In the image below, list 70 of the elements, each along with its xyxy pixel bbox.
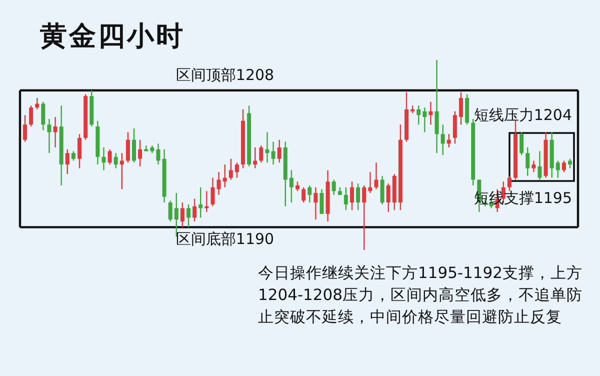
candlestick bbox=[386, 182, 390, 213]
candlestick bbox=[356, 182, 360, 211]
candlestick bbox=[114, 152, 118, 169]
candlestick bbox=[568, 158, 572, 169]
candlestick bbox=[228, 158, 233, 180]
candlestick bbox=[186, 204, 190, 228]
candlestick bbox=[53, 116, 58, 148]
candlestick bbox=[562, 160, 566, 173]
candlestick bbox=[380, 175, 384, 205]
candlestick bbox=[102, 146, 106, 171]
candlestick bbox=[350, 181, 354, 211]
candlestick bbox=[198, 186, 203, 218]
candlestick bbox=[35, 97, 40, 110]
candlestick bbox=[174, 192, 178, 238]
candlestick bbox=[271, 141, 276, 166]
candlestick bbox=[296, 181, 300, 192]
candlestick bbox=[314, 186, 318, 220]
candlestick bbox=[520, 132, 524, 156]
candlestick bbox=[65, 148, 70, 175]
candlestick bbox=[168, 200, 172, 222]
candlestick bbox=[204, 190, 209, 213]
candlestick bbox=[422, 106, 427, 133]
candlestick bbox=[78, 134, 82, 169]
candlestick bbox=[416, 105, 421, 126]
chart-title: 黄金四小时 bbox=[40, 20, 185, 54]
candlestick bbox=[192, 198, 197, 222]
candlestick bbox=[332, 179, 336, 196]
candlestick bbox=[277, 139, 282, 164]
candlestick bbox=[265, 132, 270, 164]
candlestick bbox=[344, 186, 348, 211]
candlestick bbox=[120, 152, 124, 190]
candlestick bbox=[132, 128, 136, 164]
candlestick bbox=[302, 186, 306, 204]
candlestick bbox=[180, 202, 184, 228]
candlestick bbox=[234, 162, 239, 178]
candlestick bbox=[222, 164, 227, 188]
candlestick bbox=[156, 143, 160, 166]
candlestick bbox=[289, 170, 294, 204]
candlestick bbox=[41, 101, 46, 131]
ref-line-label: 区间顶部1208 bbox=[176, 66, 274, 86]
candlestick bbox=[259, 144, 264, 164]
candlestick bbox=[23, 114, 27, 142]
candlestick bbox=[446, 134, 451, 148]
candlestick bbox=[368, 172, 372, 194]
candlestick bbox=[71, 150, 76, 162]
candlestick bbox=[210, 177, 215, 207]
candlestick bbox=[374, 162, 378, 190]
candlestick bbox=[526, 146, 530, 176]
candlestick bbox=[47, 118, 52, 154]
candlestick bbox=[440, 124, 445, 156]
candlestick bbox=[108, 148, 112, 166]
candlestick bbox=[459, 92, 463, 126]
candlestick bbox=[532, 160, 536, 173]
candlestick bbox=[308, 184, 312, 204]
candlestick bbox=[362, 184, 366, 251]
candlestick bbox=[452, 110, 457, 144]
candlestick bbox=[29, 105, 34, 128]
candlestick bbox=[538, 150, 542, 180]
ref-line-label: 区间底部1190 bbox=[176, 230, 274, 250]
candlestick bbox=[138, 139, 142, 167]
candlestick bbox=[253, 146, 258, 169]
text: 今日操作继续关注下方1195-1192支撑，上方1204-1208压力，区间内高空低多，不追单防止突破不延续，中间价格尽量回避防止反复 bbox=[258, 263, 584, 328]
candlestick bbox=[556, 160, 560, 178]
candlestick bbox=[434, 59, 439, 154]
candlestick bbox=[126, 132, 130, 164]
candlestick bbox=[216, 172, 221, 196]
annotation: 短线压力1204 bbox=[474, 106, 572, 125]
candlestick bbox=[507, 175, 512, 192]
candlestick bbox=[428, 101, 433, 126]
candlestick bbox=[320, 188, 324, 214]
